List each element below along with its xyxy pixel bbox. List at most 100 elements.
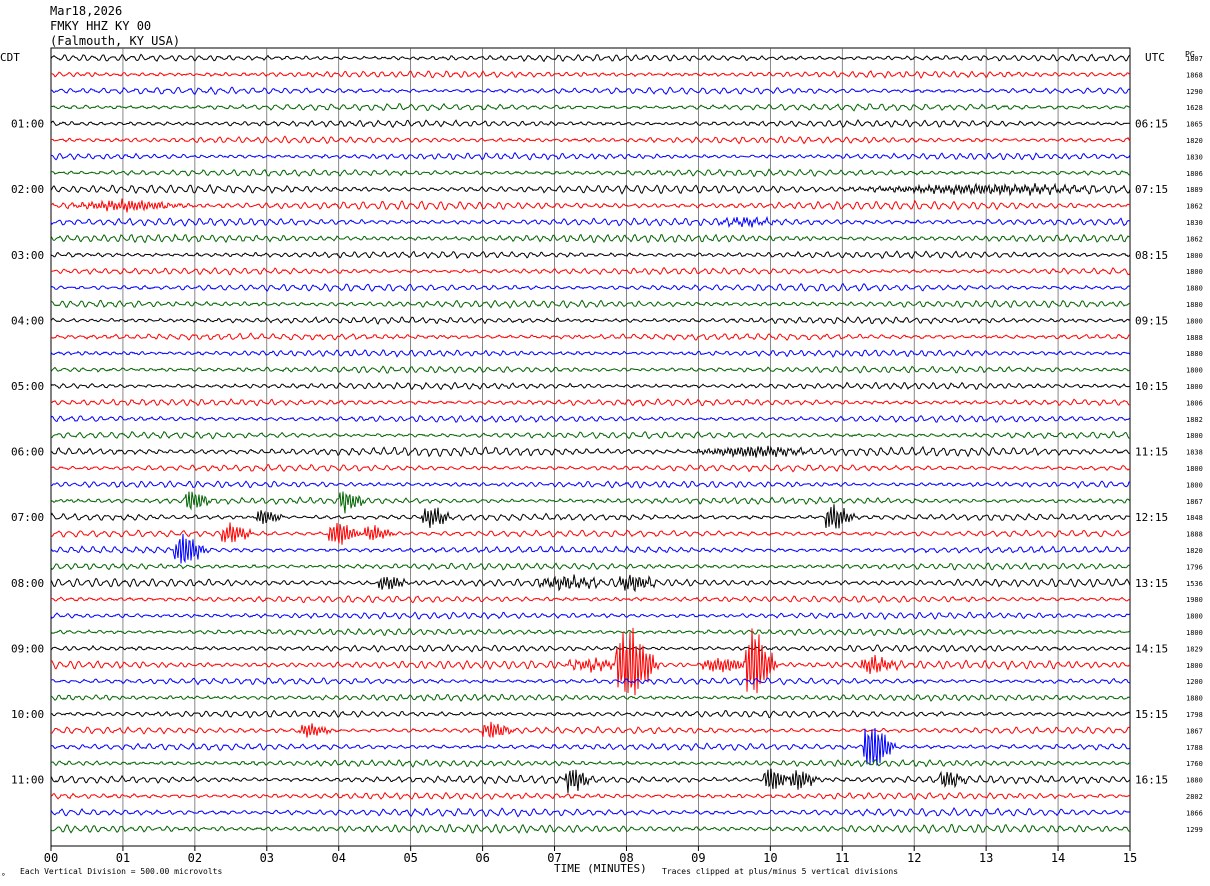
trace-value-label: 2802 [1186,793,1203,801]
seismic-trace [50,504,1131,529]
hour-label-right: 16:15 [1135,774,1168,787]
x-tick-label: 05 [403,851,417,865]
x-tick-label: 02 [188,851,202,865]
x-tick-label: 10 [763,851,777,865]
seismic-trace [50,759,1131,768]
trace-value-label: 1800 [1186,367,1203,375]
trace-value-label: 1800 [1186,465,1203,473]
hour-label-left: 02:00 [11,183,44,196]
trace-value-label: 1796 [1186,563,1203,571]
seismic-trace [50,562,1131,571]
seismic-trace [50,627,1131,637]
seismic-trace [50,693,1131,702]
trace-value-label: 1880 [1186,301,1203,309]
trace-value-label: 1880 [1186,695,1203,703]
seismic-trace [50,198,1130,213]
seismic-trace [50,119,1131,128]
trace-value-label: 1882 [1186,416,1203,424]
trace-value-label: 1888 [1186,334,1203,342]
seismic-trace [50,381,1131,391]
seismic-trace [50,86,1131,96]
hour-label-right: 14:15 [1135,642,1168,655]
trace-value-label: 1800 [1186,268,1203,276]
seismic-trace [50,215,1131,228]
right-timezone: UTC [1145,51,1165,64]
hour-label-right: 11:15 [1135,446,1168,459]
seismic-trace [50,349,1131,358]
trace-value-label: 1889 [1186,186,1203,194]
seismic-trace [50,168,1131,178]
hour-label-left: 11:00 [11,774,44,787]
trace-value-label: 1807 [1186,55,1203,63]
x-tick-label: 12 [907,851,921,865]
trace-value-label: 1299 [1186,826,1203,834]
seismic-trace [50,709,1131,719]
trace-value-label: 1865 [1186,121,1203,129]
seismic-trace [50,533,1131,564]
trace-value-label: 1868 [1186,71,1203,79]
hour-label-left: 07:00 [11,511,44,524]
trace-value-label: 1880 [1186,285,1203,293]
seismic-trace [50,727,1131,766]
hour-label-right: 06:15 [1135,118,1168,131]
trace-value-label: 1806 [1186,399,1203,407]
seismic-trace [50,445,1131,458]
seismic-trace [50,823,1130,834]
x-tick-label: 07 [547,851,561,865]
x-tick-label: 13 [979,851,993,865]
x-tick-label: 03 [260,851,274,865]
seismic-trace [50,677,1131,686]
right-extra-label: PG [1185,50,1195,59]
seismic-trace [50,463,1131,473]
seismic-trace [50,627,1131,696]
seismic-trace [50,480,1131,489]
hour-label-right: 09:15 [1135,314,1168,327]
hour-label-left: 03:00 [11,249,44,262]
hour-label-left: 08:00 [11,577,44,590]
trace-value-label: 1862 [1186,203,1203,211]
seismic-trace [50,791,1131,801]
seismic-trace [51,135,1131,145]
trace-value-label: 1800 [1186,383,1203,391]
vertical-scale-note: Each Vertical Division = 500.00 microvol… [20,867,223,876]
left-timezone: CDT [0,51,20,64]
hour-label-right: 08:15 [1135,249,1168,262]
seismic-trace [50,365,1131,374]
seismic-trace [50,266,1131,276]
seismic-trace [50,574,1131,593]
seismic-trace [50,151,1131,161]
trace-value-label: 1888 [1186,531,1203,539]
trace-value-label: 1788 [1186,744,1203,752]
seismic-trace [50,768,1131,793]
hour-label-left: 01:00 [11,118,44,131]
x-tick-label: 06 [475,851,489,865]
trace-value-label: 1290 [1186,88,1203,96]
station-id: FMKY HHZ KY 00 [50,19,152,33]
seismic-trace [50,182,1131,197]
trace-value-label: 1820 [1186,137,1203,145]
seismic-trace [50,53,1131,63]
hour-label-right: 15:15 [1135,708,1168,721]
hour-label-right: 10:15 [1135,380,1168,393]
corner-mark: ∘ [1,870,6,879]
x-tick-label: 14 [1051,851,1065,865]
trace-value-label: 1800 [1186,432,1203,440]
seismic-trace [50,70,1131,79]
trace-value-label: 1800 [1186,662,1203,670]
trace-value-label: 1800 [1186,629,1203,637]
seismic-trace [50,102,1131,112]
seismic-trace [50,430,1131,440]
trace-value-label: 1760 [1186,760,1203,768]
trace-value-label: 1867 [1186,498,1203,506]
trace-value-label: 1800 [1186,613,1203,621]
trace-value-label: 1628 [1186,104,1203,112]
trace-value-label: 1867 [1186,727,1203,735]
x-tick-label: 11 [835,851,849,865]
seismic-trace [50,316,1131,325]
seismic-trace [50,414,1131,423]
trace-value-label: 1829 [1186,645,1203,653]
x-axis-label: TIME (MINUTES) [554,862,647,875]
trace-value-label: 1820 [1186,547,1203,555]
clip-note: Traces clipped at plus/minus 5 vertical … [662,867,899,876]
